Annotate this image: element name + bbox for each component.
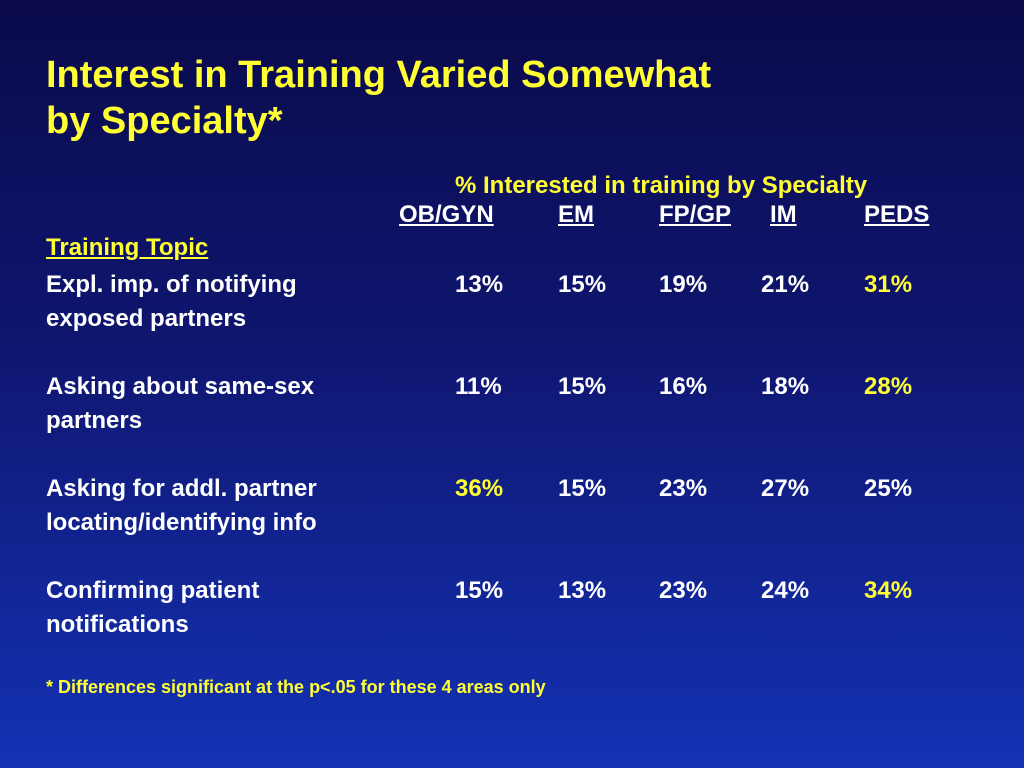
footnote: * Differences significant at the p<.05 f…: [46, 677, 546, 697]
row-topic-line2: partners: [46, 407, 143, 434]
slide-title-line1: Interest in Training Varied Somewhat: [46, 54, 712, 96]
cell-obgyn: 13%: [455, 271, 504, 298]
row-topic: Confirming patient notifications: [46, 574, 406, 642]
cell-fpgp: 23%: [659, 475, 708, 502]
cell-im: 24%: [761, 577, 810, 604]
slide-title: Interest in Training Varied Somewhat by …: [46, 52, 946, 144]
cell-obgyn: 11%: [455, 373, 502, 400]
cell-obgyn: 36%: [455, 475, 504, 502]
cell-peds: 28%: [864, 373, 913, 400]
column-header-peds: PEDS: [864, 201, 930, 228]
cell-em: 15%: [558, 475, 607, 502]
slide-title-line2: by Specialty*: [46, 100, 283, 142]
cell-peds: 34%: [864, 577, 913, 604]
row-topic-line1: Asking for addl. partner: [46, 475, 317, 502]
cell-em: 13%: [558, 577, 607, 604]
table-subtitle: % Interested in training by Specialty: [455, 172, 868, 199]
column-header-fpgp: FP/GP: [659, 201, 732, 228]
row-topic: Asking about same-sex partners: [46, 370, 406, 438]
cell-peds: 25%: [864, 475, 913, 502]
row-topic-line2: locating/identifying info: [46, 509, 317, 536]
cell-fpgp: 19%: [659, 271, 708, 298]
row-topic-line2: notifications: [46, 611, 189, 638]
column-header-obgyn: OB/GYN: [399, 201, 494, 228]
row-topic-line1: Asking about same-sex: [46, 373, 315, 400]
row-topic-line1: Confirming patient: [46, 577, 260, 604]
cell-peds: 31%: [864, 271, 913, 298]
cell-im: 18%: [761, 373, 810, 400]
column-header-em: EM: [558, 201, 594, 228]
cell-im: 27%: [761, 475, 810, 502]
row-topic: Expl. imp. of notifying exposed partners: [46, 268, 406, 336]
table-row: Confirming patient notifications 15% 13%…: [0, 574, 1024, 644]
cell-fpgp: 23%: [659, 577, 708, 604]
column-header-im: IM: [770, 201, 797, 228]
training-topic-label: Training Topic: [46, 234, 209, 261]
cell-im: 21%: [761, 271, 810, 298]
row-topic: Asking for addl. partner locating/identi…: [46, 472, 406, 540]
table-row: Expl. imp. of notifying exposed partners…: [0, 268, 1024, 338]
cell-obgyn: 15%: [455, 577, 504, 604]
row-topic-line2: exposed partners: [46, 305, 247, 332]
table-row: Asking for addl. partner locating/identi…: [0, 472, 1024, 542]
cell-fpgp: 16%: [659, 373, 708, 400]
cell-em: 15%: [558, 271, 607, 298]
row-topic-line1: Expl. imp. of notifying: [46, 271, 297, 298]
cell-em: 15%: [558, 373, 607, 400]
table-row: Asking about same-sex partners 11% 15% 1…: [0, 370, 1024, 440]
